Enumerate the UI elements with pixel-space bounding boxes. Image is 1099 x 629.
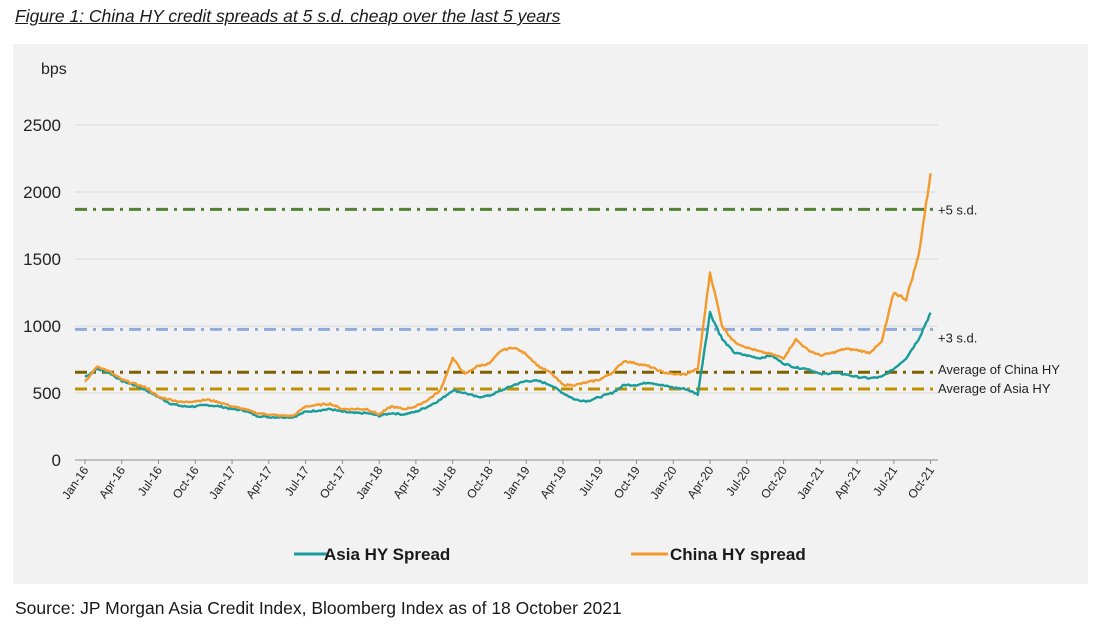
x-tick-label: Jul-16	[135, 463, 165, 498]
figure-title: Figure 1: China HY credit spreads at 5 s…	[15, 6, 561, 26]
x-tick-label: Jan-21	[794, 463, 827, 501]
reference-label-plus5: +5 s.d.	[938, 202, 977, 217]
x-tick-label: Oct-18	[464, 463, 496, 501]
x-tick-label: Apr-17	[243, 463, 275, 501]
x-tick-label: Jan-17	[206, 463, 239, 501]
reference-label-avg_asia: Average of Asia HY	[938, 381, 1051, 396]
x-tick-label: Jan-19	[500, 463, 533, 501]
x-tick-label: Oct-17	[317, 463, 349, 501]
series-line-china	[84, 173, 932, 418]
y-axis-label: bps	[41, 61, 67, 78]
x-tick-label: Oct-20	[758, 463, 790, 501]
x-tick-label: Apr-21	[831, 463, 863, 501]
legend-china-label: China HY spread	[670, 545, 806, 564]
reference-label-avg_china: Average of China HY	[938, 362, 1060, 377]
series-lines	[84, 173, 932, 420]
y-tick-label: 1000	[23, 317, 61, 336]
y-tick-label: 500	[33, 384, 61, 403]
x-tick-labels: Jan-16 Apr-16 Jul-16 Oct-16 Jan-17 Apr-17 Jul-…	[59, 460, 937, 502]
gridlines	[75, 124, 938, 394]
x-tick-label: Apr-20	[684, 463, 716, 501]
x-tick-label: Apr-18	[390, 463, 422, 501]
x-tick-label: Oct-16	[170, 463, 202, 501]
x-tick-label: Oct-19	[611, 463, 643, 501]
source-note: Source: JP Morgan Asia Credit Index, Blo…	[15, 598, 622, 618]
reference-label-plus3: +3 s.d.	[938, 330, 977, 345]
x-tick-label: Jan-20	[647, 463, 680, 501]
y-tick-label: 0	[52, 451, 61, 470]
legend: Asia HY Spread China HY spread	[294, 545, 806, 564]
y-tick-label: 2000	[23, 183, 61, 202]
line-chart: bps 0 500 1000 1500 2000 2500 +5 s.d. +3 s.d. A…	[23, 61, 1060, 564]
y-tick-label: 1500	[23, 250, 61, 269]
x-tick-label: Jul-20	[723, 463, 753, 498]
x-tick-label: Jan-18	[353, 463, 386, 501]
x-tick-label: Jul-18	[429, 463, 459, 498]
reference-lines: +5 s.d. +3 s.d. Average of China HY Average…	[75, 202, 1060, 396]
x-tick-label: Apr-19	[537, 463, 569, 501]
x-tick-label: Jul-19	[576, 463, 606, 498]
y-tick-labels: 0 500 1000 1500 2000 2500	[23, 116, 61, 470]
y-tick-label: 2500	[23, 116, 61, 135]
x-tick-label: Jul-17	[282, 463, 312, 498]
legend-asia-label: Asia HY Spread	[324, 545, 450, 564]
x-tick-label: Apr-16	[96, 463, 128, 501]
x-tick-label: Jan-16	[59, 463, 92, 501]
x-tick-label: Jul-21	[870, 463, 900, 498]
chart-panel: bps 0 500 1000 1500 2000 2500 +5 s.d. +3 s.d. A…	[13, 44, 1088, 584]
x-tick-label: Oct-21	[905, 463, 937, 501]
series-line-asia	[84, 310, 932, 420]
